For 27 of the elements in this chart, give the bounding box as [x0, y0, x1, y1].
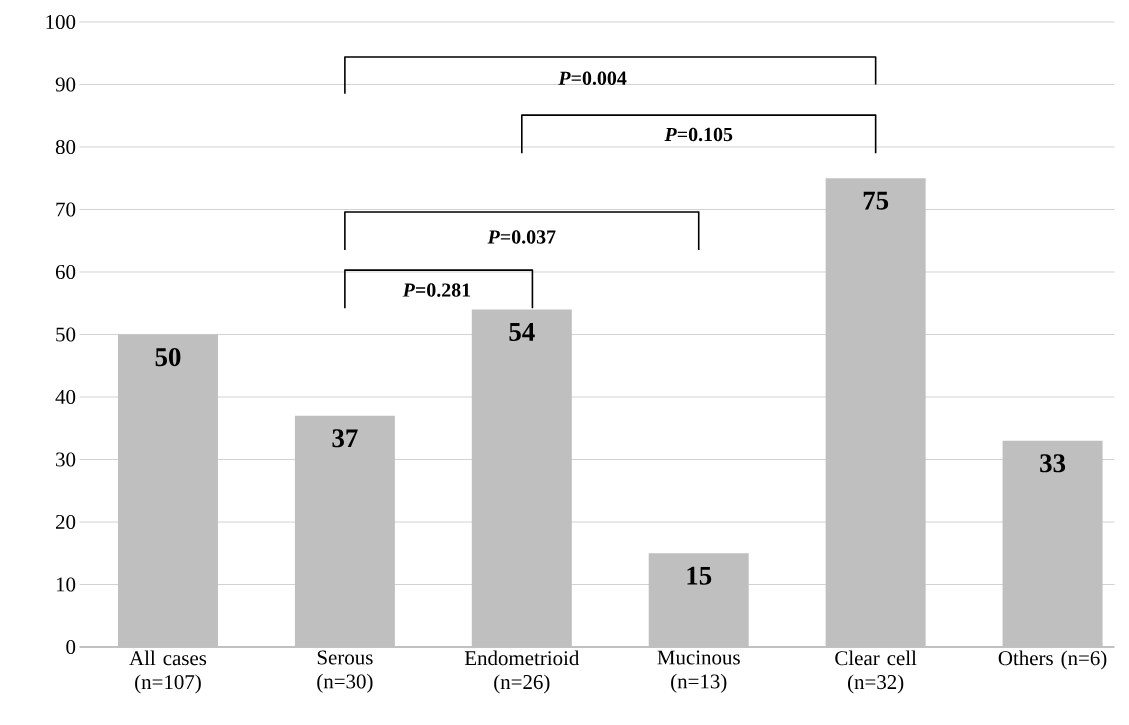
y-tick-label: 20	[55, 514, 76, 530]
x-tick-label: Clear cell (n=32)	[835, 650, 917, 694]
annotation: P=0.281	[402, 283, 471, 297]
data-label: 75	[863, 191, 889, 210]
y-tick-label: 10	[56, 577, 76, 592]
y-tick-label: 50	[56, 327, 76, 342]
y-tick-label: 40	[55, 389, 76, 405]
y-tick-label: 90	[55, 77, 76, 92]
data-label: 37	[332, 429, 358, 448]
y-tick-label: 80	[55, 139, 76, 155]
x-tick-label: Mucinous (n=13)	[657, 650, 740, 693]
y-tick-label: 60	[55, 264, 76, 280]
annotation: P=0.004	[558, 71, 627, 86]
data-label: 50	[155, 348, 181, 367]
y-tick-label: 70	[56, 202, 76, 217]
data-label: 33	[1040, 454, 1066, 473]
data-label: 15	[687, 566, 712, 585]
annotation: P=0.037	[487, 230, 556, 244]
x-tick-label: Serous (n=30)	[317, 650, 373, 693]
data-label: 54	[509, 323, 535, 341]
x-tick-label: Endometrioid (n=26)	[464, 650, 580, 694]
x-tick-label: Others (n=6)	[998, 650, 1107, 670]
x-tick-label: All cases (n=107)	[129, 650, 207, 694]
annotation: P=0.105	[664, 127, 733, 142]
y-tick-label: 100	[46, 14, 76, 30]
y-tick-label: 30	[56, 452, 76, 467]
y-tick-label: 0	[66, 639, 76, 655]
